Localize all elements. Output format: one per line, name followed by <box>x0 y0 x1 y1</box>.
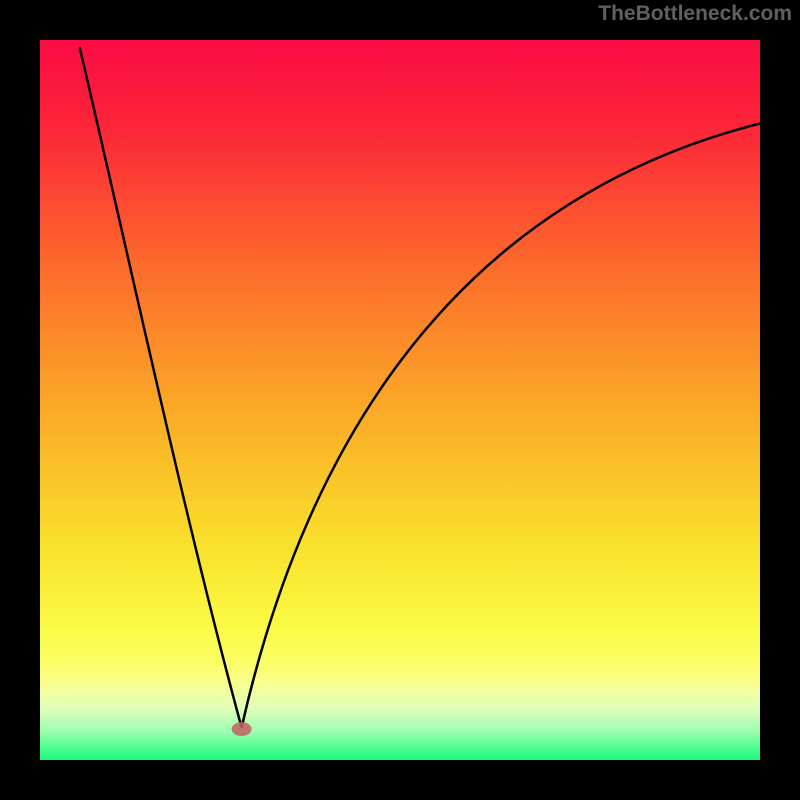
bottleneck-chart <box>0 0 800 800</box>
optimal-point-marker <box>232 722 252 736</box>
chart-container: TheBottleneck.com <box>0 0 800 800</box>
chart-background <box>40 40 760 760</box>
watermark-text: TheBottleneck.com <box>598 2 792 26</box>
